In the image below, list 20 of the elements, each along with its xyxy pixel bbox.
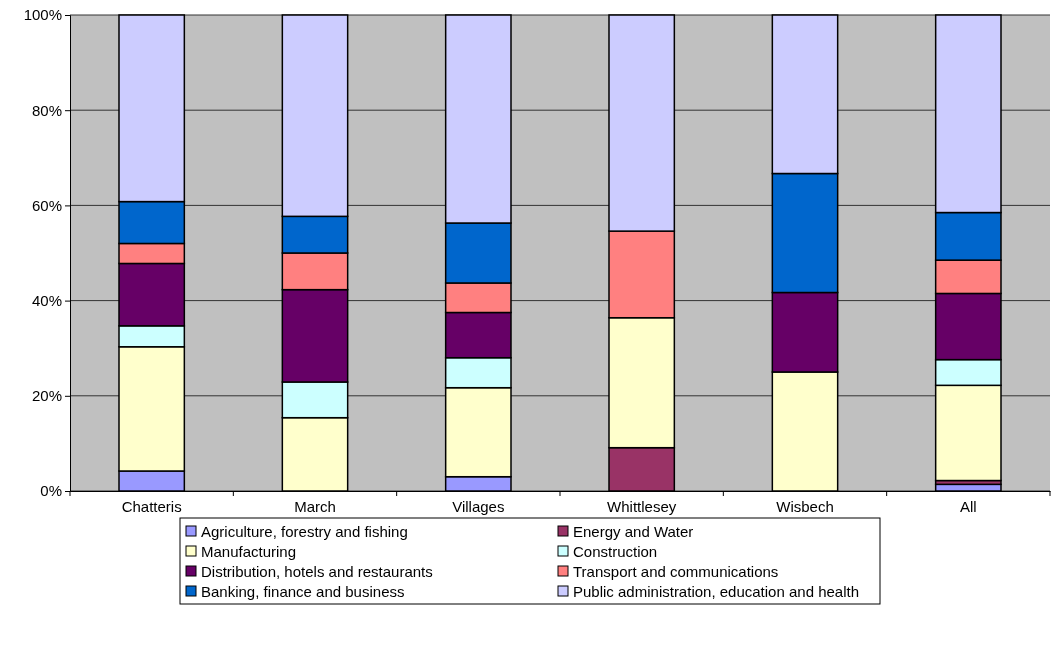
legend-label: Public administration, education and health bbox=[573, 583, 860, 600]
y-tick-label: 100% bbox=[23, 6, 62, 24]
x-tick-label: Whittlesey bbox=[607, 497, 677, 515]
legend-label: Banking, finance and business bbox=[201, 583, 405, 600]
legend-label: Energy and Water bbox=[573, 523, 694, 540]
x-tick-label: March bbox=[294, 497, 336, 515]
y-tick-label: 0% bbox=[40, 482, 62, 500]
legend-label: Manufacturing bbox=[201, 543, 297, 560]
x-tick-label: Chatteris bbox=[121, 497, 182, 515]
x-tick-label: Wisbech bbox=[776, 497, 834, 515]
y-tick-label: 80% bbox=[31, 101, 62, 119]
legend-label: Distribution, hotels and restaurants bbox=[201, 563, 433, 580]
y-tick-label: 20% bbox=[31, 387, 62, 405]
y-tick-label: 60% bbox=[31, 196, 62, 214]
x-tick-label: All bbox=[960, 497, 977, 515]
y-tick-label: 40% bbox=[31, 291, 62, 309]
legend-label: Agriculture, forestry and fishing bbox=[201, 523, 408, 540]
legend-label: Transport and communications bbox=[573, 563, 779, 580]
legend-label: Construction bbox=[573, 543, 658, 560]
x-tick-label: Villages bbox=[452, 497, 505, 515]
